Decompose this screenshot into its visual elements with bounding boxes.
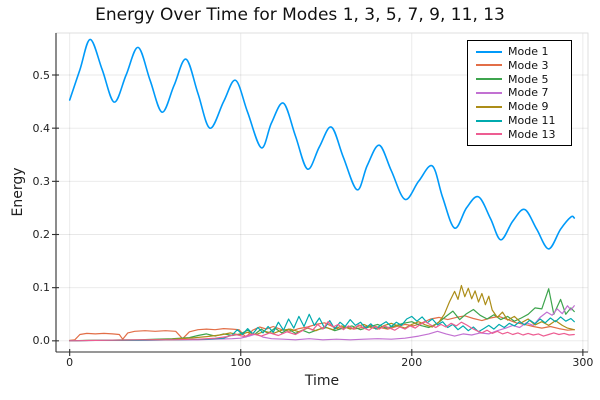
legend-label: Mode 3 <box>508 58 549 72</box>
y-tick-label: 0.0 <box>32 334 51 348</box>
legend-label: Mode 7 <box>508 86 549 100</box>
legend-label: Mode 11 <box>508 114 556 128</box>
x-tick-label: 300 <box>572 356 594 369</box>
y-tick-label: 0.2 <box>32 228 51 241</box>
y-tick-label: 0.3 <box>32 174 51 188</box>
series-line-mode-9 <box>69 284 575 342</box>
legend-line-swatch <box>476 91 502 94</box>
y-tick-label: 0.4 <box>32 121 51 135</box>
legend-entry-mode-7: Mode 7 <box>476 86 565 99</box>
x-tick-label: 200 <box>401 356 423 369</box>
y-tick-label: 0.5 <box>32 68 51 82</box>
legend-line-swatch <box>476 78 502 81</box>
series-line-mode-5 <box>69 288 575 342</box>
series-line-mode-1 <box>68 38 576 250</box>
legend-entry-mode-13: Mode 13 <box>476 128 565 141</box>
x-tick-label: 100 <box>230 356 252 369</box>
legend-label: Mode 5 <box>508 72 549 86</box>
x-tick-label: 0 <box>66 356 74 369</box>
legend-entry-mode-1: Mode 1 <box>476 45 565 58</box>
series-line-mode-13 <box>69 321 575 342</box>
legend-line-swatch <box>476 133 502 136</box>
legend-line-swatch <box>476 119 502 122</box>
legend-line-swatch <box>476 105 502 108</box>
series-line-mode-11 <box>69 313 575 342</box>
legend-line-swatch <box>476 50 502 53</box>
legend-label: Mode 9 <box>508 100 549 114</box>
legend-entry-mode-3: Mode 3 <box>476 59 565 72</box>
legend-entry-mode-11: Mode 11 <box>476 114 565 127</box>
legend-box: Mode 1 Mode 3 Mode 5 Mode 7 Mode 9 Mode 11 Mod… <box>467 40 572 146</box>
legend-line-swatch <box>476 64 502 67</box>
legend-entry-mode-9: Mode 9 <box>476 100 565 113</box>
series-line-mode-3 <box>69 315 575 341</box>
legend-label: Mode 13 <box>508 127 556 141</box>
legend-entry-mode-5: Mode 5 <box>476 73 565 86</box>
y-tick-label: 0.1 <box>32 281 51 295</box>
chart-title: Energy Over Time for Modes 1, 3, 5, 7, 9… <box>95 5 505 25</box>
legend-label: Mode 1 <box>508 45 549 58</box>
x-axis-label: Time <box>304 373 340 389</box>
